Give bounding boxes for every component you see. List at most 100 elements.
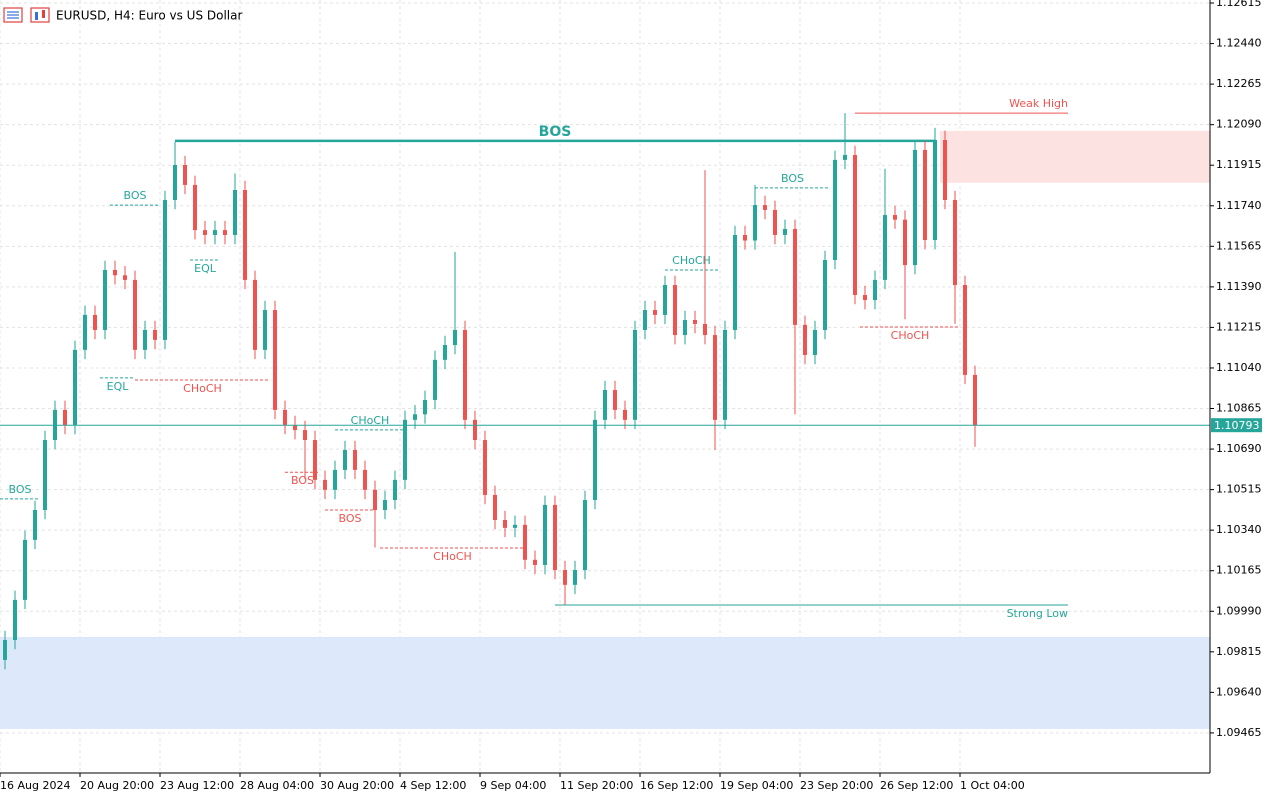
candle-body	[403, 419, 407, 480]
candle-body	[533, 559, 537, 565]
y-tick-label: 1.09815	[1216, 645, 1262, 658]
candle-body	[973, 374, 977, 426]
x-tick-label: 20 Aug 20:00	[80, 779, 154, 792]
candle-body	[883, 215, 887, 280]
x-tick-label: 16 Sep 12:00	[640, 779, 713, 792]
zone	[0, 636, 1210, 729]
x-tick-label: 4 Sep 12:00	[400, 779, 466, 792]
candle-body	[393, 479, 397, 501]
candle-body	[623, 409, 627, 420]
y-tick-label: 1.11390	[1216, 280, 1262, 293]
candle-body	[203, 230, 207, 235]
candle-body	[43, 440, 47, 511]
y-tick-label: 1.12440	[1216, 37, 1262, 50]
candle-body	[643, 310, 647, 330]
y-tick-label: 1.12265	[1216, 77, 1262, 90]
price-tag	[1211, 418, 1262, 433]
candle-body	[493, 494, 497, 520]
structure-label: BOS	[539, 124, 572, 140]
candle-body	[653, 310, 657, 315]
candle-body	[453, 329, 457, 346]
candle-body	[193, 184, 197, 231]
candle-body	[673, 285, 677, 336]
structure-label: CHoCH	[433, 550, 472, 563]
candle-body	[63, 409, 67, 425]
candle-body	[383, 500, 387, 511]
x-tick-label: 26 Sep 12:00	[880, 779, 953, 792]
candle-body	[313, 440, 317, 480]
candle-body	[23, 539, 27, 600]
candle-body	[183, 164, 187, 185]
chart-icon[interactable]	[30, 7, 50, 23]
structure-label: CHoCH	[891, 329, 930, 342]
x-tick-label: 11 Sep 20:00	[560, 779, 633, 792]
candle-body	[263, 310, 267, 350]
candle-body	[713, 335, 717, 420]
x-tick-label: 16 Aug 2024	[0, 779, 70, 792]
candle-body	[873, 279, 877, 301]
y-tick-label: 1.10690	[1216, 442, 1262, 455]
candle-body	[833, 159, 837, 260]
candle-body	[563, 570, 567, 585]
candle-body	[663, 285, 667, 315]
candle-body	[343, 449, 347, 470]
candle-body	[783, 228, 787, 235]
icon-bar	[42, 10, 45, 18]
candle-body	[293, 424, 297, 431]
candle-body	[3, 639, 7, 660]
structure-label: EQL	[194, 262, 217, 275]
candle-body	[333, 469, 337, 490]
structure-label: CHoCH	[183, 382, 222, 395]
candle-body	[793, 228, 797, 325]
candle-body	[903, 219, 907, 266]
y-tick-label: 1.10340	[1216, 523, 1262, 536]
candle-body	[133, 279, 137, 350]
candle-body	[763, 205, 767, 210]
y-tick-label: 1.12090	[1216, 118, 1262, 131]
candle-body	[963, 285, 967, 375]
candle-body	[233, 190, 237, 235]
candle-body	[143, 329, 147, 350]
structure-label: Strong Low	[1007, 607, 1068, 620]
candle-body	[703, 323, 707, 336]
y-tick-label: 1.11565	[1216, 239, 1262, 252]
x-tick-label: 28 Aug 04:00	[240, 779, 314, 792]
candle-body	[853, 155, 857, 295]
candle-body	[933, 139, 937, 241]
structure-label: Weak High	[1009, 97, 1068, 110]
candle-body	[953, 199, 957, 286]
x-tick-label: 23 Sep 20:00	[800, 779, 873, 792]
y-tick-label: 1.11740	[1216, 199, 1262, 212]
candle-body	[363, 469, 367, 490]
icon-bar	[35, 12, 38, 20]
y-tick-label: 1.11215	[1216, 320, 1262, 333]
chart-title: EURUSD, H4: Euro vs US Dollar	[56, 9, 242, 23]
y-tick-label: 1.10865	[1216, 402, 1262, 415]
structure-label: BOS	[9, 483, 32, 496]
candle-body	[213, 230, 217, 235]
structure-label: EQL	[107, 380, 130, 393]
price-tag-label: 1.10793	[1214, 419, 1260, 432]
candle-body	[503, 519, 507, 528]
zone-layer	[0, 130, 1210, 729]
structure-label: CHoCH	[351, 414, 390, 427]
candle-body	[823, 259, 827, 330]
candle-body	[83, 314, 87, 350]
candle-body	[553, 504, 557, 571]
structure-label: BOS	[124, 189, 147, 202]
structure-label: BOS	[781, 172, 804, 185]
candle-body	[153, 329, 157, 340]
y-tick-label: 1.10515	[1216, 483, 1262, 496]
candle-body	[353, 449, 357, 470]
candle-body	[633, 329, 637, 420]
candle-body	[303, 430, 307, 441]
candle-body	[743, 234, 747, 241]
annotation-layer: BOS BOS EQL EQL CHoCH BOS CHoCH BOS BOS CHoCH CHoC…	[0, 97, 1068, 620]
candle-body	[93, 314, 97, 330]
y-tick-label: 1.09640	[1216, 685, 1262, 698]
y-tick-label: 1.09465	[1216, 726, 1262, 739]
candle-body	[373, 489, 377, 511]
x-tick-label: 19 Sep 04:00	[720, 779, 793, 792]
